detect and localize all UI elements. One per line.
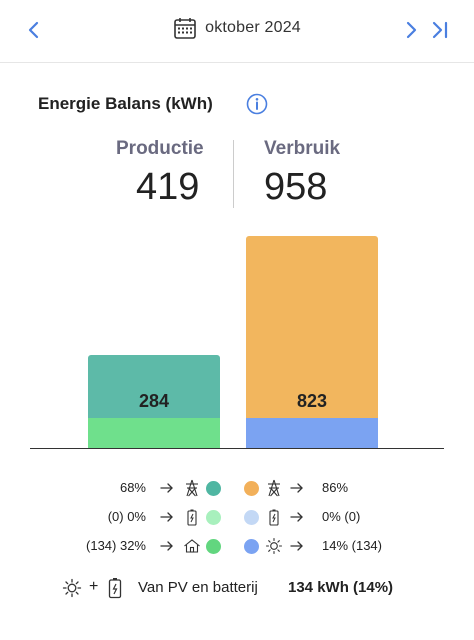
battery-icon [183,508,201,526]
legend-right-percent: 0% (0) [322,509,361,524]
arrow-right-icon [289,537,307,555]
legend-color-dot [244,510,259,525]
arrow-right-icon [159,508,177,526]
chevron-left-icon [28,21,39,39]
last-month-button[interactable] [428,18,452,42]
bar-value-label: 823 [296,391,328,412]
bar-segment [246,418,378,448]
legend-left-percent: 68% [119,480,146,495]
info-icon [246,93,268,115]
plus-sign: + [89,578,99,595]
bar-segment: 823 [246,236,378,419]
legend-left-percent: (134) 32% [86,538,146,553]
bar-segment: 284 [88,355,220,419]
month-label: oktober 2024 [205,19,301,36]
skip-to-last-icon [432,21,448,39]
legend-color-dot [244,481,259,496]
power-pylon-icon [183,479,201,497]
bar-productie: 284 [88,355,220,448]
consumption-label: Verbruik [264,138,341,159]
footer-value: 134 kWh (14%) [288,579,394,596]
battery-icon [265,508,283,526]
legend-color-dot [206,481,221,496]
power-pylon-icon [265,479,283,497]
legend-left-percent: (0) 0% [107,509,146,524]
totals-divider [233,140,234,208]
date-navigation-header: oktober 2024 [0,0,474,63]
month-selector[interactable]: oktober 2024 [0,16,474,40]
sun-icon [62,578,82,598]
legend-color-dot [244,539,259,554]
chevron-right-icon [406,21,417,39]
consumption-value: 958 [264,166,328,208]
legend-row: 68% 86% [0,478,474,500]
legend-row: (0) 0% 0% (0) [0,507,474,529]
chart-baseline [30,448,444,449]
pv-battery-summary: + Van PV en batterij 134 kWh (14%) [62,576,442,600]
production-value: 419 [136,166,200,208]
battery-icon [108,578,122,599]
calendar-icon [174,18,196,39]
arrow-right-icon [289,479,307,497]
arrow-right-icon [159,537,177,555]
footer-text: Van PV en batterij [138,579,258,596]
sun-icon [265,537,283,555]
previous-month-button[interactable] [22,18,46,42]
bar-value-label: 284 [138,391,170,412]
bar-segment [88,418,220,448]
legend-right-percent: 86% [322,480,349,495]
house-icon [183,537,201,555]
bar-verbruik: 823 [246,236,378,448]
info-button[interactable] [246,93,268,115]
next-month-button[interactable] [399,18,423,42]
legend-right-percent: 14% (134) [322,538,382,553]
production-label: Productie [116,138,204,159]
legend-color-dot [206,539,221,554]
card-title: Energie Balans (kWh) [38,94,213,113]
arrow-right-icon [159,479,177,497]
legend-color-dot [206,510,221,525]
arrow-right-icon [289,508,307,526]
legend-row: (134) 32% 14% (134) [0,536,474,558]
